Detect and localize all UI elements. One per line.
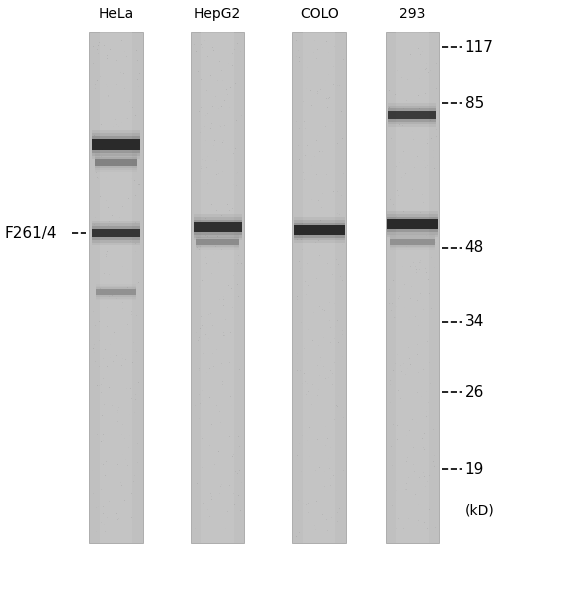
FancyBboxPatch shape (385, 32, 440, 543)
Text: 19: 19 (464, 461, 484, 477)
FancyBboxPatch shape (197, 235, 239, 248)
Text: HepG2: HepG2 (194, 6, 241, 21)
Text: 34: 34 (464, 314, 484, 329)
FancyBboxPatch shape (390, 237, 435, 247)
FancyBboxPatch shape (92, 226, 140, 240)
FancyBboxPatch shape (197, 239, 239, 245)
FancyBboxPatch shape (92, 139, 140, 150)
FancyBboxPatch shape (92, 136, 140, 153)
FancyBboxPatch shape (389, 106, 436, 124)
FancyBboxPatch shape (94, 159, 137, 166)
FancyBboxPatch shape (92, 229, 140, 238)
Text: 85: 85 (464, 96, 484, 111)
FancyBboxPatch shape (191, 32, 244, 543)
FancyBboxPatch shape (94, 155, 137, 170)
FancyBboxPatch shape (92, 133, 140, 156)
Text: COLO: COLO (300, 6, 338, 21)
FancyBboxPatch shape (293, 32, 346, 543)
Text: 48: 48 (464, 240, 484, 255)
FancyBboxPatch shape (397, 32, 428, 543)
FancyBboxPatch shape (389, 111, 436, 119)
FancyBboxPatch shape (202, 32, 234, 543)
Text: 26: 26 (464, 385, 484, 400)
FancyBboxPatch shape (387, 217, 438, 232)
FancyBboxPatch shape (390, 235, 435, 248)
FancyBboxPatch shape (387, 214, 438, 235)
FancyBboxPatch shape (389, 109, 436, 122)
FancyBboxPatch shape (99, 32, 132, 543)
Text: HeLa: HeLa (98, 6, 133, 21)
FancyBboxPatch shape (92, 224, 140, 243)
Text: (kD): (kD) (464, 503, 494, 517)
FancyBboxPatch shape (294, 219, 345, 241)
FancyBboxPatch shape (193, 217, 242, 238)
FancyBboxPatch shape (96, 289, 136, 295)
FancyBboxPatch shape (294, 225, 345, 235)
FancyBboxPatch shape (390, 239, 435, 245)
FancyBboxPatch shape (96, 286, 136, 299)
FancyBboxPatch shape (193, 222, 242, 232)
Text: F261/4: F261/4 (4, 225, 56, 241)
FancyBboxPatch shape (303, 32, 335, 543)
FancyBboxPatch shape (197, 237, 239, 247)
FancyBboxPatch shape (94, 156, 137, 168)
Text: 117: 117 (464, 40, 494, 55)
FancyBboxPatch shape (294, 222, 345, 238)
FancyBboxPatch shape (89, 32, 142, 543)
FancyBboxPatch shape (96, 287, 136, 297)
FancyBboxPatch shape (387, 219, 438, 229)
FancyBboxPatch shape (193, 219, 242, 235)
Text: 293: 293 (399, 6, 425, 21)
